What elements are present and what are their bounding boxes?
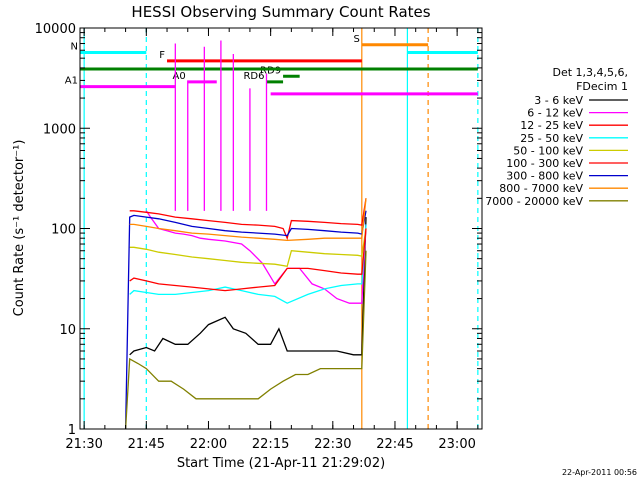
series-line-1 (145, 210, 367, 304)
state-label-1: F (159, 50, 165, 61)
series-line-8 (124, 250, 367, 430)
legend-label-3: 25 - 50 keV (520, 132, 583, 145)
state-label-4: A1 (65, 76, 78, 87)
x-tick-label-1: 21:45 (128, 437, 165, 452)
legend-header-line-1: Det 1,3,4,5,6, (552, 66, 628, 79)
legend-header-line-2: FDecim 1 (576, 80, 628, 93)
state-label-5: RD6 (243, 71, 264, 82)
x-tick-label-2: 22:00 (190, 437, 227, 452)
legend-label-5: 100 - 300 keV (506, 157, 583, 170)
y-tick-label-3: 1000 (43, 122, 76, 137)
series-line-7 (129, 198, 367, 242)
series-line-2 (129, 198, 367, 241)
legend-label-4: 50 - 100 keV (513, 144, 583, 157)
x-tick-label-0: 21:30 (65, 437, 102, 452)
series-line-4 (129, 228, 367, 268)
timestamp: 22-Apr-2011 00:56 (562, 468, 637, 477)
legend-label-0: 3 - 6 keV (534, 94, 583, 107)
y-tick-label-1: 10 (59, 323, 76, 338)
state-label-0: N (71, 41, 78, 52)
chart-title: HESSI Observing Summary Count Rates (131, 3, 430, 21)
x-axis-label: Start Time (21-Apr-11 21:29:02) (177, 456, 385, 471)
legend-label-1: 6 - 12 keV (527, 107, 583, 120)
y-axis-label: Count Rate (s⁻¹ detector⁻¹) (12, 140, 27, 317)
series-lines (124, 40, 367, 430)
legend-label-2: 12 - 25 keV (520, 119, 583, 132)
series-line-0 (129, 217, 367, 356)
legend-label-7: 800 - 7000 keV (499, 182, 583, 195)
y-tick-label-0: 1 (68, 423, 76, 438)
state-label-3: A0 (173, 71, 186, 82)
state-label-2: S (353, 34, 359, 45)
series-line-5 (129, 228, 367, 292)
series-line-3 (129, 224, 367, 304)
y-tick-label-4: 10000 (35, 22, 76, 37)
x-tick-label-6: 23:00 (438, 437, 475, 452)
x-tick-label-4: 22:30 (314, 437, 351, 452)
legend-label-6: 300 - 800 keV (506, 170, 583, 183)
state-label-6: RD9 (260, 65, 281, 76)
x-tick-label-5: 22:45 (376, 437, 413, 452)
series-line-6 (124, 210, 367, 430)
y-axis: 1 10 100 1000 10000 (35, 22, 482, 438)
legend-label-8: 7000 - 20000 keV (485, 195, 583, 208)
y-tick-label-2: 100 (51, 223, 76, 238)
x-tick-label-3: 22:15 (252, 437, 289, 452)
x-axis: 21:30 21:45 22:00 22:15 22:30 22:45 23:00 (65, 28, 479, 452)
